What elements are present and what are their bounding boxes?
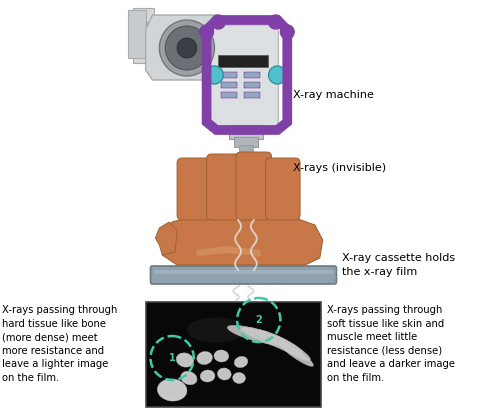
Bar bbox=[128, 10, 146, 58]
Ellipse shape bbox=[218, 368, 231, 380]
Ellipse shape bbox=[176, 353, 194, 367]
Ellipse shape bbox=[254, 329, 303, 355]
Ellipse shape bbox=[214, 350, 229, 362]
Text: 1: 1 bbox=[169, 353, 175, 363]
Circle shape bbox=[206, 66, 224, 84]
Ellipse shape bbox=[197, 351, 212, 365]
FancyBboxPatch shape bbox=[150, 266, 337, 284]
Polygon shape bbox=[155, 222, 177, 255]
Ellipse shape bbox=[183, 373, 195, 383]
Circle shape bbox=[165, 26, 208, 70]
Bar bbox=[244, 72, 260, 78]
Bar bbox=[222, 92, 237, 98]
Bar bbox=[239, 145, 253, 153]
Bar bbox=[146, 302, 321, 407]
Text: X-rays passing through
soft tissue like skin and
muscle meet little
resistance (: X-rays passing through soft tissue like … bbox=[327, 305, 455, 383]
Circle shape bbox=[269, 15, 282, 29]
Bar bbox=[218, 55, 267, 67]
Ellipse shape bbox=[161, 383, 183, 397]
Circle shape bbox=[269, 66, 286, 84]
FancyBboxPatch shape bbox=[208, 25, 279, 126]
Polygon shape bbox=[146, 15, 222, 80]
Text: X-rays (invisible): X-rays (invisible) bbox=[293, 163, 386, 173]
Bar bbox=[155, 270, 333, 274]
Ellipse shape bbox=[277, 339, 314, 366]
FancyBboxPatch shape bbox=[265, 158, 300, 220]
Ellipse shape bbox=[233, 373, 245, 384]
Ellipse shape bbox=[200, 370, 215, 382]
Text: X-rays passing through
hard tissue like bone
(more dense) meet
more resistance a: X-rays passing through hard tissue like … bbox=[2, 305, 117, 383]
Text: X-ray cassette holds
the x-ray film: X-ray cassette holds the x-ray film bbox=[342, 254, 455, 277]
Circle shape bbox=[159, 20, 214, 76]
FancyBboxPatch shape bbox=[177, 158, 212, 220]
Bar bbox=[244, 82, 260, 88]
Circle shape bbox=[281, 25, 294, 39]
Bar bbox=[222, 72, 237, 78]
Ellipse shape bbox=[181, 371, 197, 385]
FancyBboxPatch shape bbox=[206, 154, 242, 220]
Ellipse shape bbox=[216, 352, 227, 360]
Ellipse shape bbox=[227, 325, 284, 345]
Text: X-ray machine: X-ray machine bbox=[293, 90, 374, 100]
Ellipse shape bbox=[234, 356, 248, 368]
Circle shape bbox=[177, 38, 197, 58]
Ellipse shape bbox=[199, 354, 210, 363]
Bar bbox=[234, 137, 258, 147]
Ellipse shape bbox=[235, 375, 244, 382]
Circle shape bbox=[211, 15, 225, 29]
FancyBboxPatch shape bbox=[236, 152, 272, 220]
Bar bbox=[146, 22, 180, 34]
Ellipse shape bbox=[202, 372, 213, 380]
Ellipse shape bbox=[241, 327, 295, 349]
Bar bbox=[133, 8, 154, 63]
Polygon shape bbox=[162, 218, 323, 265]
Text: 2: 2 bbox=[255, 315, 262, 325]
Bar bbox=[229, 125, 262, 139]
Bar bbox=[244, 92, 260, 98]
Circle shape bbox=[200, 25, 213, 39]
Ellipse shape bbox=[157, 379, 187, 401]
Ellipse shape bbox=[266, 333, 311, 361]
Bar bbox=[222, 82, 237, 88]
Ellipse shape bbox=[187, 318, 246, 342]
Ellipse shape bbox=[236, 358, 246, 366]
Polygon shape bbox=[197, 246, 261, 256]
Ellipse shape bbox=[178, 355, 192, 365]
Ellipse shape bbox=[220, 370, 229, 378]
